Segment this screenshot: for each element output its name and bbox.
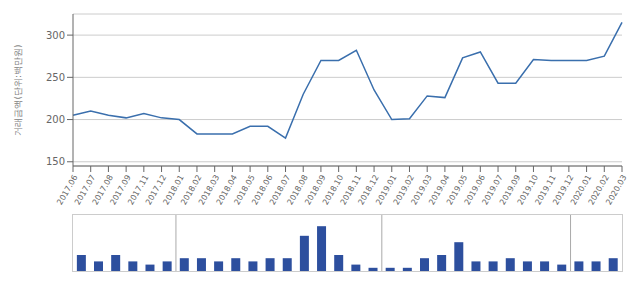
svg-text:2018.04: 2018.04: [214, 173, 239, 207]
svg-text:2017.06: 2017.06: [55, 173, 80, 207]
svg-text:2019.11: 2019.11: [533, 173, 558, 207]
svg-text:2018.12: 2018.12: [356, 173, 381, 207]
svg-text:2019.02: 2019.02: [391, 173, 417, 207]
svg-text:2019.10: 2019.10: [515, 173, 541, 207]
svg-text:2017.09: 2017.09: [108, 173, 133, 207]
svg-text:2020.03: 2020.03: [604, 173, 628, 206]
svg-text:2018.03: 2018.03: [197, 173, 222, 207]
svg-text:250: 250: [46, 72, 65, 83]
svg-text:2019.01: 2019.01: [374, 173, 399, 207]
svg-text:2019.06: 2019.06: [462, 173, 487, 207]
svg-text:2017.12: 2017.12: [143, 173, 169, 207]
svg-text:2018.05: 2018.05: [232, 173, 257, 207]
svg-text:2018.09: 2018.09: [303, 173, 328, 207]
svg-text:2019.04: 2019.04: [427, 173, 452, 207]
svg-text:2019.12: 2019.12: [551, 173, 576, 207]
svg-text:200: 200: [46, 114, 65, 125]
svg-text:2018.08: 2018.08: [285, 173, 310, 207]
svg-text:150: 150: [46, 156, 65, 167]
svg-text:2018.10: 2018.10: [321, 173, 346, 207]
svg-text:2017.08: 2017.08: [90, 173, 116, 207]
svg-text:2018.01: 2018.01: [161, 173, 186, 207]
svg-text:2018.02: 2018.02: [179, 173, 204, 207]
svg-text:2017.11: 2017.11: [126, 173, 151, 207]
svg-text:2018.06: 2018.06: [250, 173, 275, 207]
svg-text:2020.01: 2020.01: [568, 173, 594, 207]
svg-text:2019.03: 2019.03: [409, 173, 434, 207]
svg-text:2020.02: 2020.02: [586, 173, 611, 207]
svg-text:2018.07: 2018.07: [267, 173, 293, 207]
svg-text:2019.09: 2019.09: [498, 173, 523, 207]
svg-text:2019.05: 2019.05: [444, 173, 470, 207]
svg-text:2019.07: 2019.07: [480, 173, 505, 207]
svg-text:거래금액(단위:백만원): 거래금액(단위:백만원): [13, 44, 23, 135]
svg-text:2018.11: 2018.11: [338, 173, 363, 207]
svg-text:2017.07: 2017.07: [73, 173, 98, 207]
svg-text:300: 300: [46, 30, 65, 41]
